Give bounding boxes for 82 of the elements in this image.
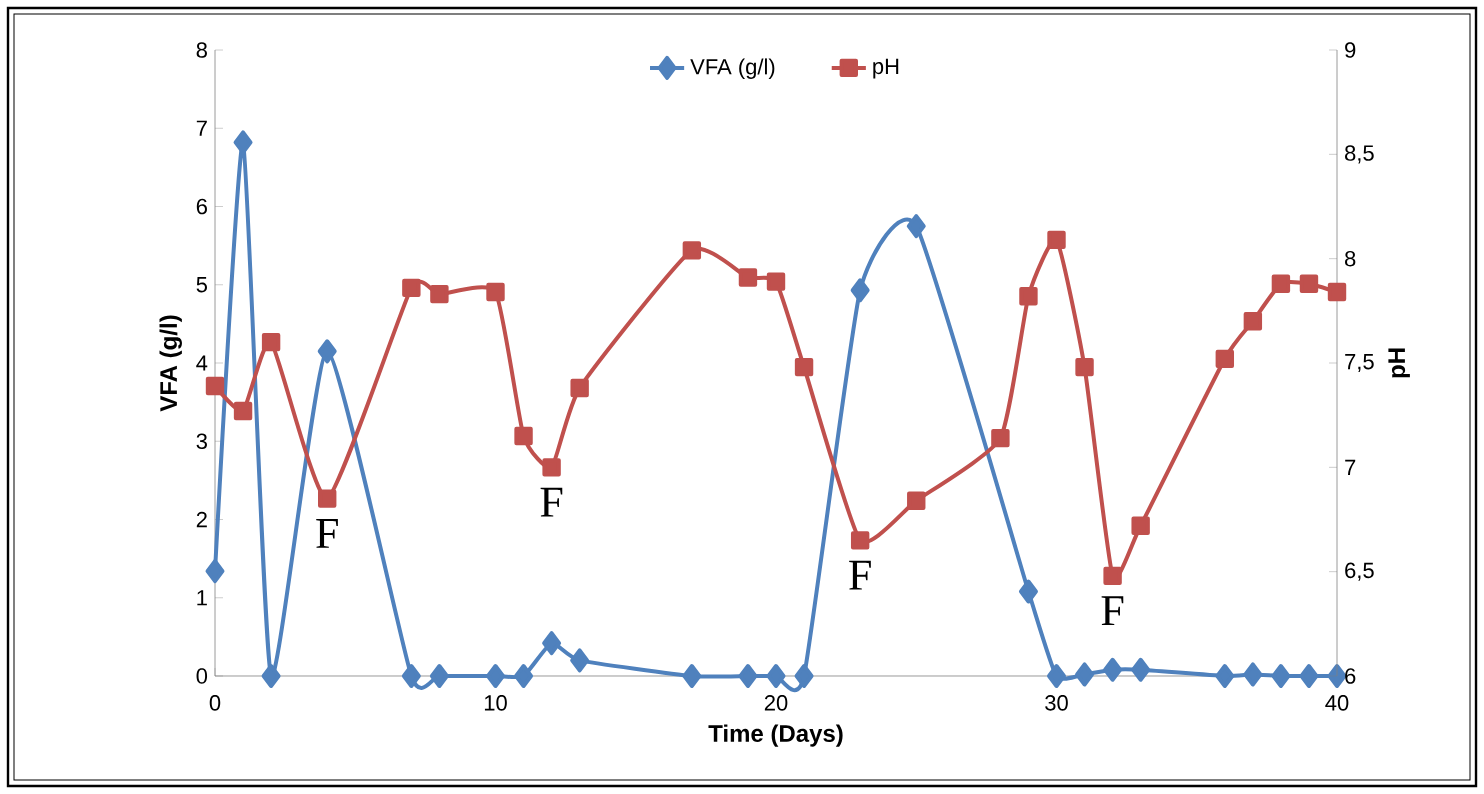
point bbox=[261, 332, 281, 352]
y2-tick-label: 7,5 bbox=[1345, 354, 1374, 372]
x-tick-label: 10 bbox=[484, 695, 507, 711]
point bbox=[486, 282, 505, 302]
y2-tick-label: 6 bbox=[1345, 668, 1356, 684]
y-tick-label: 1 bbox=[197, 590, 207, 606]
point bbox=[1075, 357, 1094, 377]
point bbox=[1019, 287, 1038, 306]
point bbox=[318, 489, 337, 508]
point bbox=[570, 648, 590, 673]
point bbox=[233, 401, 253, 421]
x-axis-title: Time (Days) bbox=[708, 724, 843, 747]
point bbox=[1271, 274, 1291, 293]
y2-tick-label: 9 bbox=[1345, 42, 1356, 58]
point bbox=[317, 339, 337, 364]
x-tick-label: 0 bbox=[209, 695, 221, 711]
point bbox=[906, 214, 926, 239]
point bbox=[205, 376, 225, 396]
point bbox=[402, 278, 421, 298]
y-tick-label: 0 bbox=[196, 668, 208, 684]
point bbox=[542, 631, 562, 656]
y2-tick-label: 8 bbox=[1345, 250, 1356, 267]
legend-label: pH bbox=[873, 58, 899, 79]
x-tick-label: 30 bbox=[1045, 695, 1068, 711]
point bbox=[261, 664, 281, 688]
x-tick-label: 40 bbox=[1325, 695, 1349, 711]
point bbox=[1103, 566, 1122, 586]
y-tick-label: 7 bbox=[196, 120, 207, 136]
y-tick-label: 2 bbox=[196, 511, 207, 528]
point bbox=[430, 284, 449, 304]
annotation: F bbox=[1101, 596, 1124, 626]
y-tick-label: 3 bbox=[196, 433, 207, 450]
point bbox=[429, 664, 449, 688]
point bbox=[1299, 274, 1319, 293]
point bbox=[1075, 662, 1095, 687]
point bbox=[1243, 312, 1263, 331]
point bbox=[1047, 664, 1067, 688]
point bbox=[738, 664, 758, 688]
annotation: F bbox=[316, 519, 338, 548]
point bbox=[682, 664, 702, 688]
point bbox=[850, 278, 870, 303]
annotation: F bbox=[540, 487, 563, 517]
point bbox=[542, 458, 561, 477]
point bbox=[233, 130, 253, 155]
point bbox=[1047, 230, 1066, 250]
point bbox=[205, 559, 225, 584]
point bbox=[1131, 657, 1151, 682]
point bbox=[1271, 664, 1291, 688]
y-tick-label: 4 bbox=[196, 355, 208, 371]
x-tick-label: 20 bbox=[764, 695, 788, 711]
y2-tick-label: 7 bbox=[1345, 459, 1356, 475]
point bbox=[907, 491, 926, 510]
point bbox=[514, 664, 534, 688]
point bbox=[1103, 657, 1123, 682]
y-tick-label: 6 bbox=[196, 198, 207, 215]
y-tick-label: 5 bbox=[196, 277, 207, 293]
point bbox=[682, 241, 702, 260]
point bbox=[1018, 579, 1038, 604]
point bbox=[991, 428, 1010, 448]
point bbox=[766, 664, 786, 688]
y2-tick-label: 8,5 bbox=[1345, 145, 1374, 164]
point bbox=[1243, 662, 1263, 687]
point bbox=[1299, 664, 1319, 688]
point bbox=[401, 664, 421, 688]
point bbox=[794, 664, 814, 688]
point bbox=[794, 357, 814, 377]
point bbox=[850, 531, 870, 550]
point bbox=[1215, 664, 1235, 688]
point bbox=[1327, 282, 1347, 302]
y2-tick-label: 6,5 bbox=[1345, 562, 1374, 581]
point bbox=[1215, 349, 1235, 369]
annotation: F bbox=[849, 560, 871, 590]
point bbox=[486, 664, 505, 688]
y-axis-title: VFA (g/l) bbox=[159, 315, 182, 412]
y-tick-label: 8 bbox=[196, 42, 207, 58]
point bbox=[738, 268, 758, 287]
point bbox=[570, 378, 589, 398]
point bbox=[1131, 516, 1150, 535]
y2-axis-title: pH bbox=[1388, 348, 1410, 378]
legend-label: VFA (g/l) bbox=[690, 58, 775, 79]
point bbox=[514, 426, 533, 446]
point bbox=[766, 272, 786, 291]
